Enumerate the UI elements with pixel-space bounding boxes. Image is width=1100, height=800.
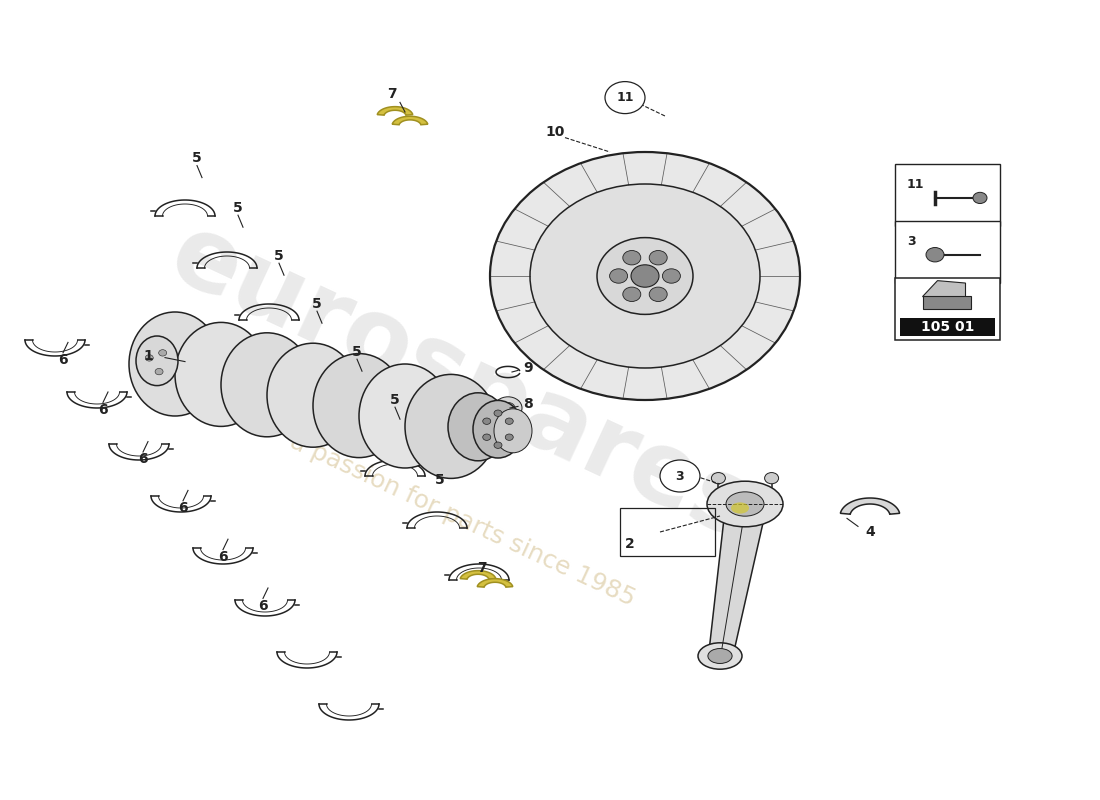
Ellipse shape [324,384,363,424]
Bar [923,296,970,309]
Text: 2: 2 [625,537,635,551]
Text: 5: 5 [233,201,243,215]
Ellipse shape [175,322,267,426]
Ellipse shape [314,354,405,458]
Ellipse shape [359,364,451,468]
Circle shape [145,354,153,361]
Ellipse shape [726,492,764,516]
Text: 6: 6 [178,501,188,515]
Wedge shape [716,254,800,383]
Ellipse shape [279,374,317,414]
Text: 105 01: 105 01 [921,320,975,334]
Text: 5: 5 [192,151,202,166]
Ellipse shape [371,394,409,434]
Circle shape [500,402,515,414]
Ellipse shape [129,312,221,416]
Bar [900,318,996,336]
Circle shape [483,434,491,440]
Circle shape [649,287,668,302]
Ellipse shape [136,336,178,386]
Circle shape [505,434,514,440]
Ellipse shape [732,502,749,514]
Circle shape [483,418,491,424]
Text: 6: 6 [58,353,68,367]
Text: 10: 10 [546,125,564,139]
Text: a passion for parts since 1985: a passion for parts since 1985 [286,429,638,611]
Polygon shape [923,281,966,297]
FancyBboxPatch shape [895,221,1000,283]
Circle shape [974,192,987,203]
Text: eurospares: eurospares [155,206,769,562]
Text: 5: 5 [274,249,284,263]
Polygon shape [840,498,900,514]
Circle shape [660,460,700,492]
Text: 5: 5 [436,473,444,487]
Text: 3: 3 [908,234,915,248]
Ellipse shape [233,363,271,403]
Circle shape [623,287,641,302]
Text: 9: 9 [524,361,532,375]
Circle shape [494,410,502,416]
Circle shape [712,473,725,484]
Circle shape [764,473,779,484]
Circle shape [158,350,167,356]
Ellipse shape [187,354,225,394]
Text: 5: 5 [390,393,400,407]
Polygon shape [477,578,513,587]
Circle shape [597,238,693,314]
Text: 5: 5 [312,297,322,311]
FancyBboxPatch shape [895,164,1000,226]
Circle shape [926,247,944,262]
Circle shape [155,369,163,375]
Text: 6: 6 [98,402,108,417]
Circle shape [494,442,502,448]
Ellipse shape [698,643,742,669]
Text: 6: 6 [218,550,228,564]
Ellipse shape [448,393,508,461]
Polygon shape [393,116,428,125]
Text: 7: 7 [477,561,487,575]
Circle shape [494,397,522,419]
Circle shape [662,269,681,283]
Bar [620,508,715,556]
Polygon shape [377,106,412,115]
Circle shape [609,269,628,283]
Ellipse shape [708,649,733,663]
Polygon shape [460,570,496,579]
Circle shape [530,184,760,368]
Ellipse shape [267,343,359,447]
FancyBboxPatch shape [895,278,1000,340]
Text: 11: 11 [616,91,634,104]
Ellipse shape [473,400,522,458]
Circle shape [505,418,514,424]
Circle shape [631,265,659,287]
Circle shape [490,152,800,400]
Ellipse shape [494,409,532,453]
Polygon shape [708,492,770,660]
Text: 7: 7 [387,87,397,102]
Ellipse shape [707,481,783,527]
Text: 3: 3 [675,470,684,482]
Text: 1: 1 [143,349,153,363]
Circle shape [605,82,645,114]
Text: 5: 5 [352,345,362,359]
Text: 8: 8 [524,397,532,411]
Text: 11: 11 [908,178,924,191]
Text: 6: 6 [258,598,267,613]
Ellipse shape [221,333,314,437]
Circle shape [649,250,668,265]
Ellipse shape [405,374,497,478]
Ellipse shape [417,405,455,445]
Text: 4: 4 [865,525,874,539]
Text: 6: 6 [139,452,147,466]
Circle shape [623,250,641,265]
